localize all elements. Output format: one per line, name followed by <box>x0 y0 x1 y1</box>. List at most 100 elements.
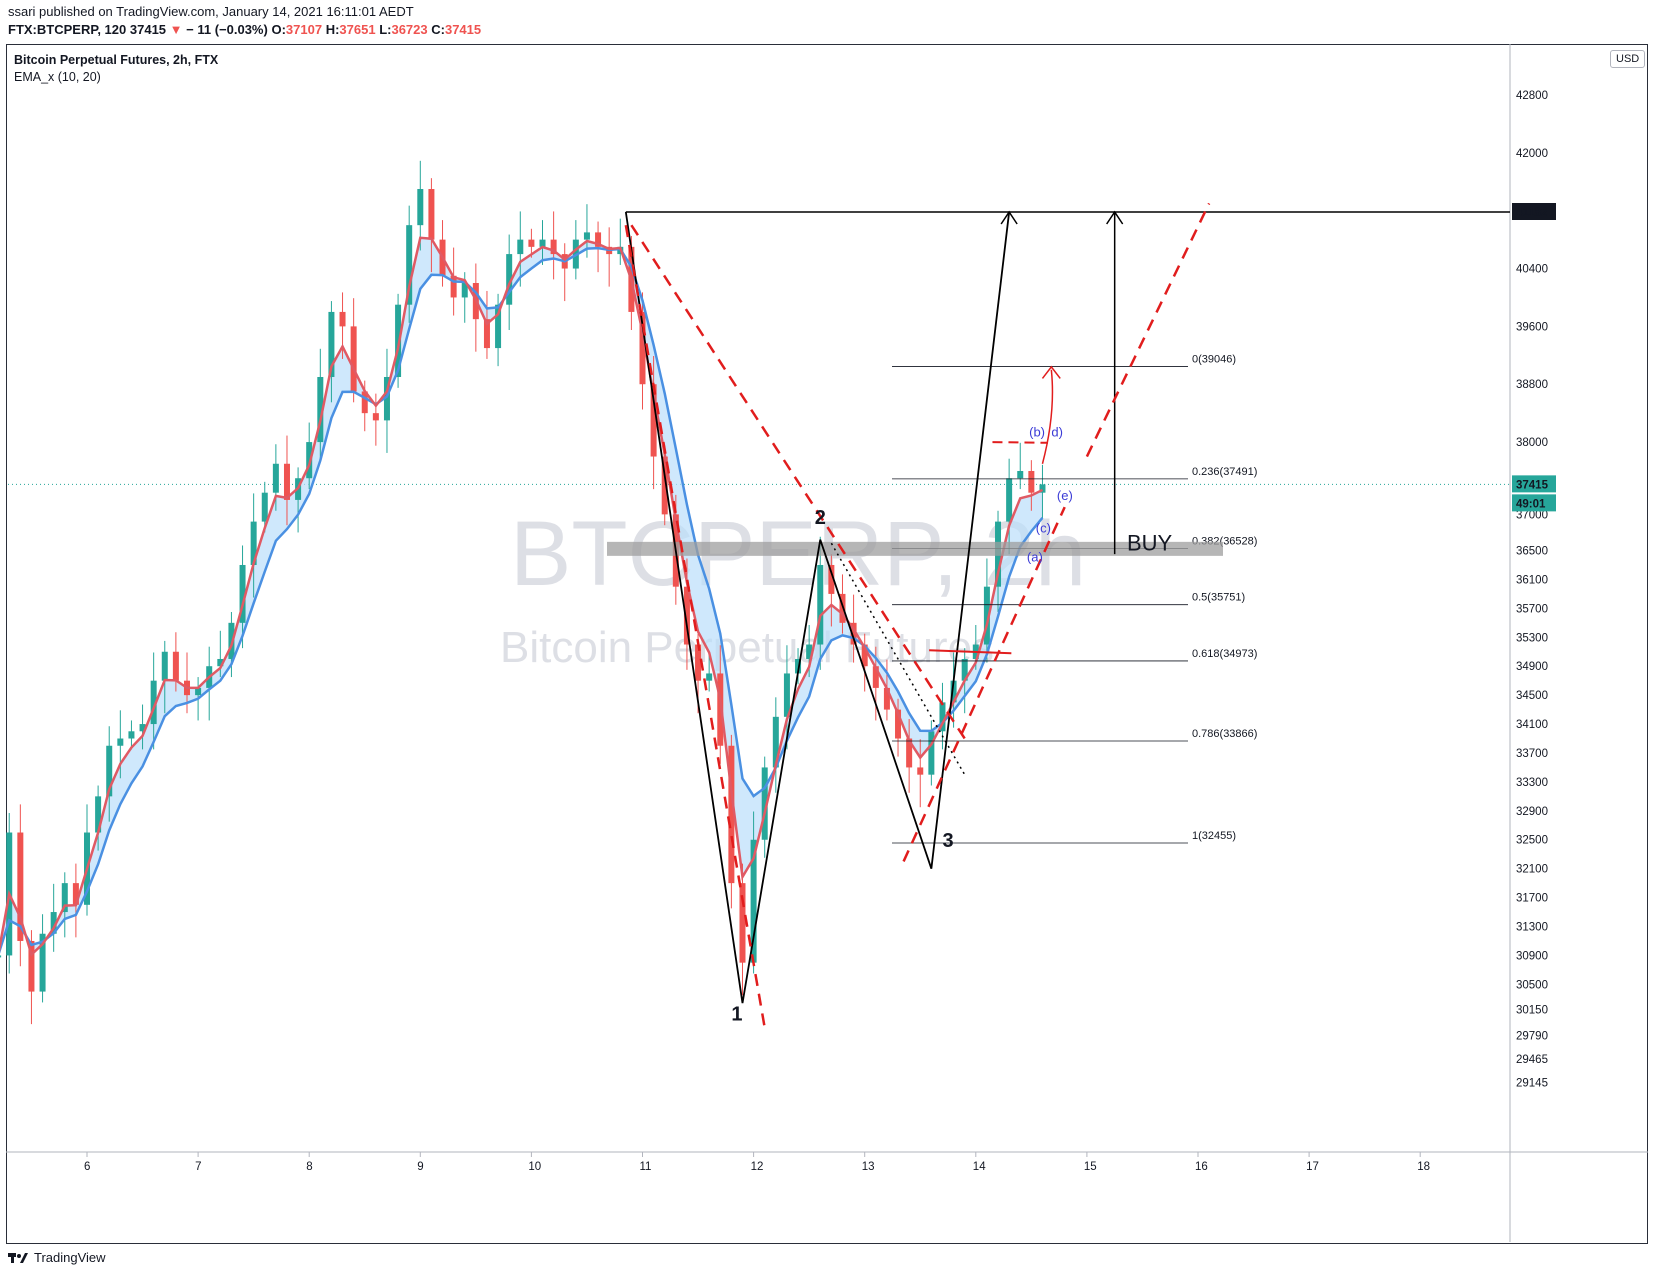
candle-body <box>250 521 257 565</box>
y-tick-label: 36100 <box>1516 574 1548 586</box>
label-point-1: 1 <box>731 1004 742 1026</box>
y-tick-label: 35300 <box>1516 632 1548 644</box>
x-tick-label: 9 <box>417 1161 423 1173</box>
candle-body <box>328 311 335 377</box>
candle-body <box>983 586 990 645</box>
y-tick-label: 42800 <box>1516 90 1548 102</box>
y-tick-label: 32500 <box>1516 835 1548 847</box>
x-tick-label: 16 <box>1195 1161 1208 1173</box>
x-tick-label: 15 <box>1084 1161 1097 1173</box>
candle-body <box>950 680 957 703</box>
label-point-2: 2 <box>815 507 826 529</box>
candle-body <box>361 391 368 414</box>
candle-body <box>483 319 490 349</box>
wave-label-d: d) <box>1051 424 1063 439</box>
candle-body <box>1006 478 1013 522</box>
candle-body <box>150 680 157 725</box>
candle-body <box>161 651 168 681</box>
change-arrow-icon: ▼ <box>169 22 183 37</box>
y-tick-label: 32900 <box>1516 806 1548 818</box>
label-point-3: 3 <box>942 830 953 852</box>
x-tick-label: 8 <box>306 1161 312 1173</box>
fib-label: 0.786(33866) <box>1192 728 1257 740</box>
y-tick-label: 30500 <box>1516 979 1548 991</box>
last-price-label-box <box>1512 475 1556 493</box>
candle-body <box>861 644 868 667</box>
y-tick-label: 35700 <box>1516 603 1548 615</box>
y-tick-label: 29145 <box>1516 1077 1548 1089</box>
y-tick-label: 39600 <box>1516 321 1548 333</box>
candle-body <box>1028 470 1035 493</box>
fib-label: 0.618(34973) <box>1192 648 1257 660</box>
candle-body <box>583 232 590 240</box>
x-tick-label: 13 <box>862 1161 875 1173</box>
wave-label-b: (b) <box>1029 424 1045 439</box>
currency-button[interactable]: USD <box>1610 50 1646 68</box>
candle-body <box>428 189 435 240</box>
candle-body <box>772 716 779 768</box>
candle-body <box>283 463 290 500</box>
x-tick-label: 11 <box>640 1161 652 1173</box>
y-tick-label: 31300 <box>1516 922 1548 934</box>
red-projection-head <box>1041 365 1061 379</box>
candle-body <box>683 586 690 645</box>
low-value: 36723 <box>391 22 428 37</box>
y-tick-label: 34100 <box>1516 719 1548 731</box>
red-resistance <box>929 649 1012 655</box>
y-tick-label: 34500 <box>1516 690 1548 702</box>
red-dashed-line <box>902 506 1066 862</box>
y-tick-label: 42000 <box>1516 148 1548 160</box>
footer: TradingView <box>8 1250 106 1265</box>
y-tick-label: 29465 <box>1516 1054 1548 1066</box>
candle-body <box>895 709 902 739</box>
y-tick-label: 29790 <box>1516 1031 1548 1043</box>
ema-slow-line <box>0 246 1044 954</box>
watermark-name: Bitcoin Perpetual Futures <box>500 623 994 672</box>
candle-body <box>528 239 535 247</box>
candle-body <box>872 666 879 688</box>
candle-body <box>317 376 324 443</box>
candle-body <box>239 564 246 623</box>
buy-label: BUY <box>1127 531 1173 556</box>
candle-body <box>550 239 557 255</box>
y-tick-label: 31700 <box>1516 893 1548 905</box>
candle-body <box>795 658 802 674</box>
candle-body <box>1039 484 1046 493</box>
wave-label-a: (a) <box>1027 549 1043 564</box>
candle-body <box>728 745 735 884</box>
w-pattern-line <box>624 211 1011 1004</box>
x-tick-label: 12 <box>751 1161 764 1173</box>
candle-body <box>717 673 724 746</box>
candle-body <box>50 912 57 934</box>
red-dashed-line <box>624 224 766 1028</box>
candle-body <box>39 933 46 992</box>
wave-label-c: (c) <box>1036 520 1051 535</box>
y-tick-label: 32100 <box>1516 864 1548 876</box>
candle-body <box>1017 470 1024 479</box>
y-tick-label: 40400 <box>1516 264 1548 276</box>
candle-body <box>217 658 224 667</box>
wave-label-e: (e) <box>1057 488 1073 503</box>
candle-body <box>106 745 113 797</box>
candle-body <box>939 702 946 732</box>
symbol-ohlc: FTX:BTCPERP, 120 37415 ▼ − 11 (−0.03%) O… <box>8 22 482 37</box>
x-tick-label: 17 <box>1306 1161 1319 1173</box>
candle-body <box>739 883 746 963</box>
candle-body <box>828 564 835 594</box>
fib-label: 1(32455) <box>1192 830 1236 842</box>
candle-body <box>339 311 346 327</box>
change: − 11 (−0.03%) <box>186 22 268 37</box>
candle-body <box>961 658 968 681</box>
legend-indicator: EMA_x (10, 20) <box>14 70 101 84</box>
candle-body <box>350 326 357 392</box>
chart-frame <box>6 44 1648 1244</box>
candle-body <box>806 644 813 659</box>
candle-body <box>450 275 457 298</box>
red-dashed-line <box>1085 202 1211 458</box>
candle-body <box>28 940 35 992</box>
candle-body <box>17 832 24 941</box>
red-dashed-line <box>992 441 1049 444</box>
fib-label: 0.236(37491) <box>1192 466 1257 478</box>
candle-body <box>172 651 179 681</box>
